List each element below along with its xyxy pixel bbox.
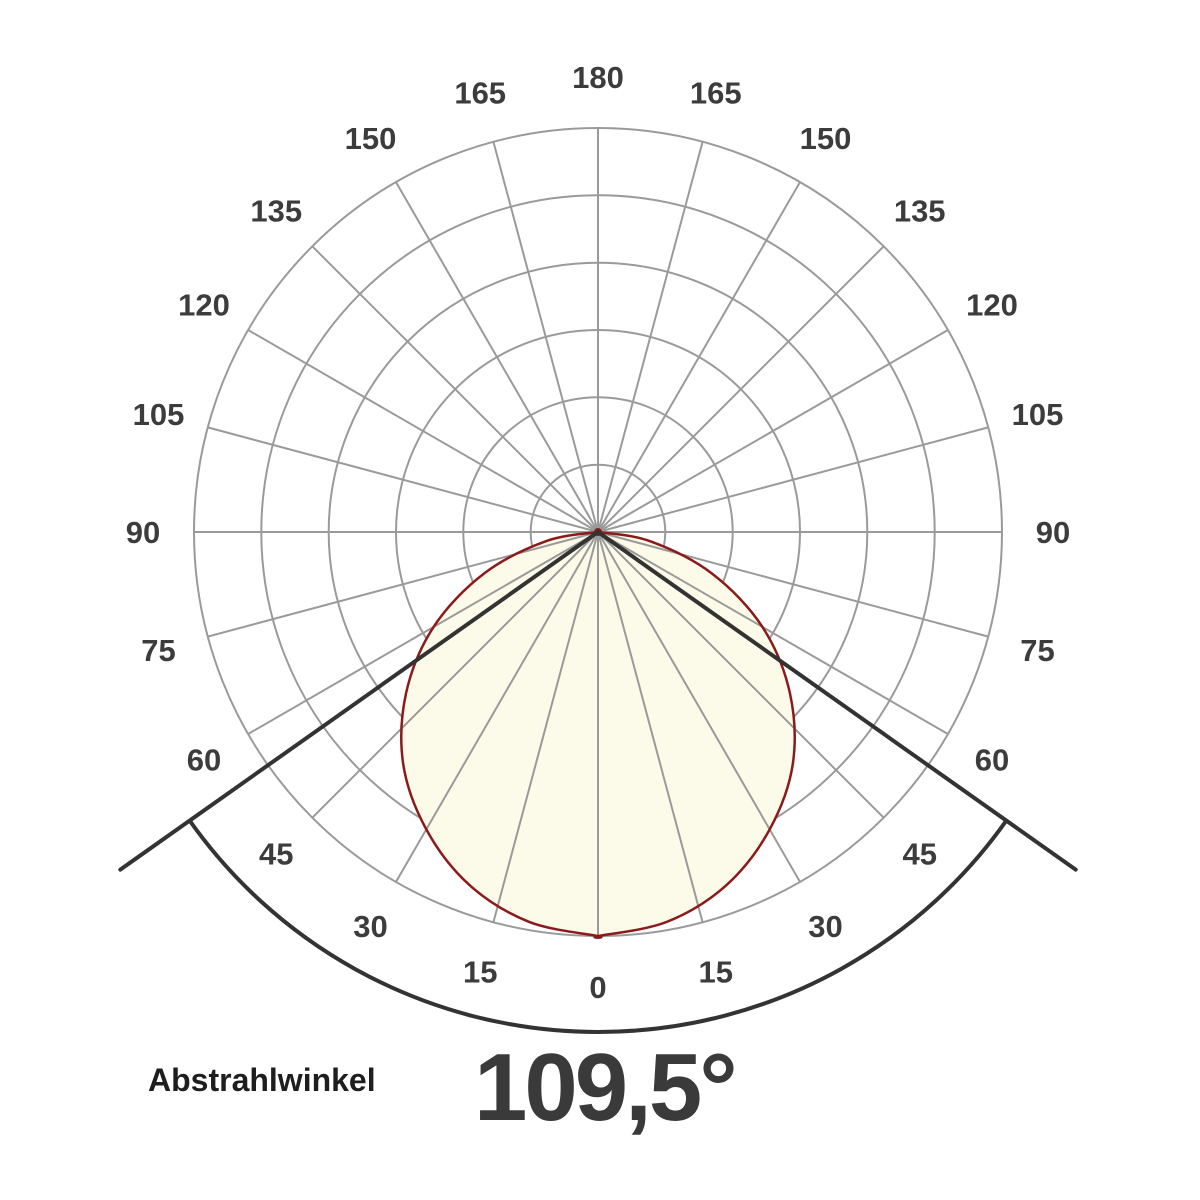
angle-tick-label: 135 [250, 193, 302, 228]
angle-tick-label: 105 [1012, 397, 1064, 432]
grid-spoke [311, 531, 599, 819]
angle-tick-label: 15 [463, 955, 497, 990]
grid-spoke [597, 181, 801, 533]
grid-spoke [597, 531, 704, 923]
angle-tick-label: 30 [353, 909, 387, 944]
angle-tick-label: 150 [345, 121, 397, 156]
grid-spoke [492, 141, 599, 533]
angle-tick-label: 15 [699, 955, 733, 990]
beam-angle-value: 109,5° [474, 1034, 738, 1141]
grid-spoke [492, 531, 599, 923]
grid-spoke [311, 245, 599, 533]
grid-spoke [395, 181, 599, 533]
angle-tick-label: 75 [141, 633, 175, 668]
beam-edge-line [118, 530, 600, 872]
angle-tick-label: 60 [975, 743, 1009, 778]
beam-angle-label: Abstrahlwinkel [148, 1062, 376, 1098]
grid-spoke [597, 531, 949, 735]
beam-angle-arc [188, 819, 1008, 1034]
grid-spoke [597, 141, 704, 533]
angle-tick-labels: 0 15 30 45 60 75 90 105 120 135 150 165 180 15 30 45 60 7… [126, 60, 1070, 1005]
angle-tick-label: 0 [589, 970, 606, 1005]
angle-tick-label: 180 [572, 60, 624, 95]
angle-tick-label: 120 [966, 288, 1018, 323]
angle-tick-label: 120 [178, 288, 230, 323]
angle-tick-label: 75 [1020, 633, 1054, 668]
grid-spoke [597, 245, 885, 533]
angle-tick-label: 135 [894, 193, 946, 228]
grid-spoke [597, 531, 989, 638]
angle-tick-label: 165 [690, 76, 742, 111]
polar-grid-spokes [194, 128, 1002, 939]
grid-spoke [597, 329, 949, 533]
grid-spoke [207, 531, 599, 638]
grid-spoke [597, 531, 885, 819]
grid-spoke [597, 531, 801, 883]
grid-spoke [395, 531, 599, 883]
angle-tick-label: 90 [126, 515, 160, 550]
grid-spoke [207, 426, 599, 533]
angle-tick-label: 60 [187, 743, 221, 778]
angle-tick-label: 105 [133, 397, 185, 432]
grid-spoke [247, 329, 599, 533]
angle-tick-label: 165 [454, 76, 506, 111]
beam-angle-indicator [118, 530, 1078, 1034]
beam-edge-line [596, 530, 1078, 872]
angle-tick-label: 150 [800, 121, 852, 156]
grid-spoke [247, 531, 599, 735]
angle-tick-label: 45 [902, 837, 936, 872]
grid-spoke [597, 426, 989, 533]
angle-tick-label: 90 [1036, 515, 1070, 550]
angle-tick-label: 45 [259, 837, 293, 872]
angle-tick-label: 30 [808, 909, 842, 944]
